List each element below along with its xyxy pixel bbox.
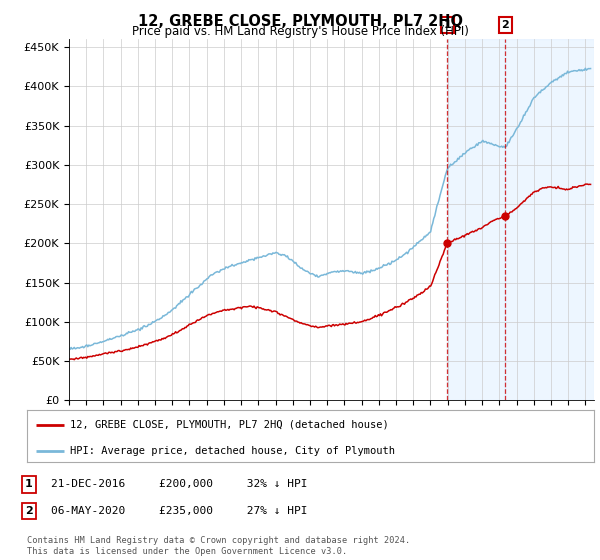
Text: 06-MAY-2020     £235,000     27% ↓ HPI: 06-MAY-2020 £235,000 27% ↓ HPI [51, 506, 308, 516]
Text: 2: 2 [502, 20, 509, 30]
Text: HPI: Average price, detached house, City of Plymouth: HPI: Average price, detached house, City… [70, 446, 395, 456]
Text: Price paid vs. HM Land Registry's House Price Index (HPI): Price paid vs. HM Land Registry's House … [131, 25, 469, 38]
Text: Contains HM Land Registry data © Crown copyright and database right 2024.
This d: Contains HM Land Registry data © Crown c… [27, 536, 410, 556]
Text: 2: 2 [25, 506, 32, 516]
Text: 21-DEC-2016     £200,000     32% ↓ HPI: 21-DEC-2016 £200,000 32% ↓ HPI [51, 479, 308, 489]
Text: 12, GREBE CLOSE, PLYMOUTH, PL7 2HQ (detached house): 12, GREBE CLOSE, PLYMOUTH, PL7 2HQ (deta… [70, 420, 388, 430]
Text: 1: 1 [25, 479, 32, 489]
Bar [447, 39, 505, 400]
Bar [505, 39, 594, 400]
Text: 1: 1 [443, 20, 451, 30]
Text: 12, GREBE CLOSE, PLYMOUTH, PL7 2HQ: 12, GREBE CLOSE, PLYMOUTH, PL7 2HQ [137, 14, 463, 29]
